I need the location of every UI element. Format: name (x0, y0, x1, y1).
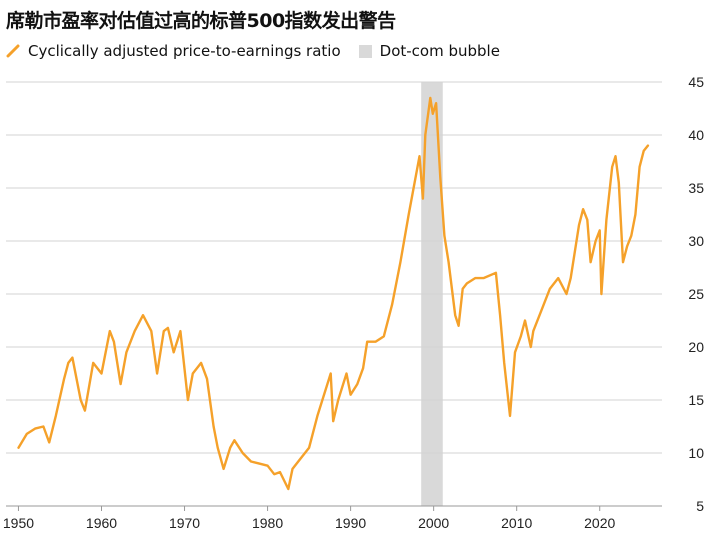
y-tick-label: 10 (688, 445, 704, 461)
legend-item-dotcom: Dot-com bubble (358, 42, 500, 60)
y-tick-label: 25 (688, 286, 704, 302)
x-tick-label: 1980 (252, 515, 283, 531)
legend-item-cape: Cyclically adjusted price-to-earnings ra… (6, 42, 341, 60)
y-tick-label: 15 (688, 392, 704, 408)
page-title: 席勒市盈率对估值过高的标普500指数发出警告 (6, 10, 396, 32)
legend-line-swatch (6, 44, 20, 58)
y-tick-label: 30 (688, 233, 704, 249)
y-tick-label: 5 (696, 498, 704, 514)
y-tick-label: 40 (688, 127, 704, 143)
x-tick-label: 2020 (584, 515, 615, 531)
x-tick-label: 1970 (169, 515, 200, 531)
chart-legend: Cyclically adjusted price-to-earnings ra… (6, 42, 518, 60)
cape-series-line (17, 96, 650, 491)
x-tick-label: 2000 (418, 515, 449, 531)
y-tick-label: 20 (688, 339, 704, 355)
x-tick-label: 2010 (501, 515, 532, 531)
legend-band-swatch (358, 44, 372, 58)
legend-label-cape: Cyclically adjusted price-to-earnings ra… (28, 42, 341, 60)
x-tick-label: 1950 (3, 515, 34, 531)
y-tick-label: 45 (688, 74, 704, 90)
y-tick-label: 35 (688, 180, 704, 196)
x-tick-label: 1960 (86, 515, 117, 531)
legend-label-dotcom: Dot-com bubble (379, 42, 500, 60)
x-tick-label: 1990 (335, 515, 366, 531)
